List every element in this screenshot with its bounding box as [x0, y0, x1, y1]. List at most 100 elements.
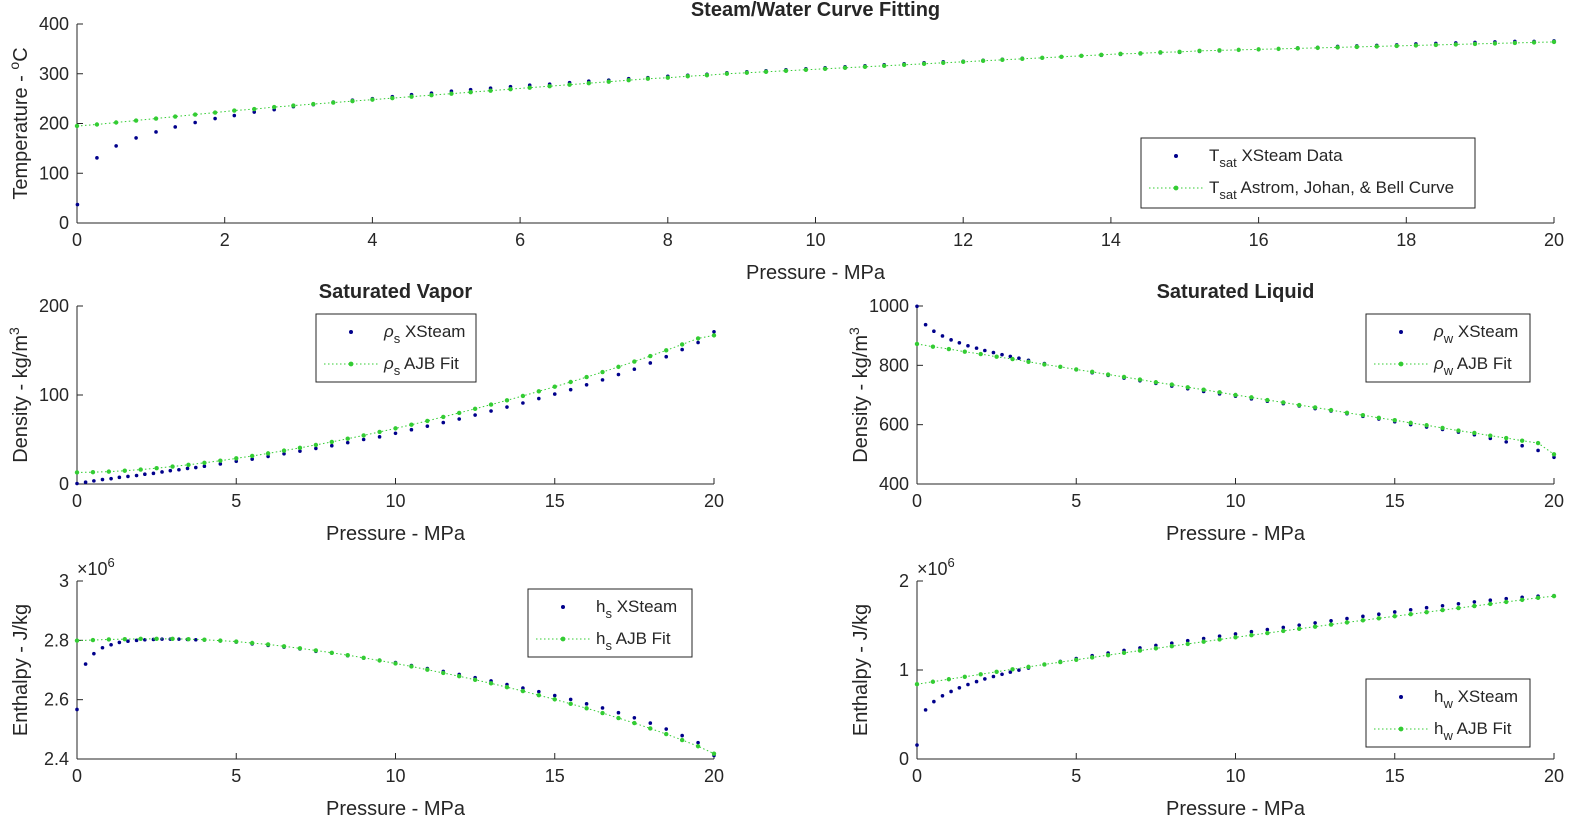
data-point [100, 645, 105, 650]
y-exponent-label: ×106 [77, 555, 115, 579]
x-tick-label: 15 [1385, 491, 1405, 511]
fit-curve-point [1217, 637, 1222, 642]
data-point [568, 697, 573, 702]
fit-curve-point [390, 95, 395, 101]
data-point [974, 679, 979, 684]
fit-curve-point [930, 679, 936, 684]
data-point [126, 474, 130, 479]
y-axis-label: Enthalpy - J/kg [850, 604, 872, 736]
data-point [696, 740, 700, 745]
data-point [1440, 603, 1445, 608]
fit-curve-point [1424, 423, 1429, 428]
fit-curve-point [616, 715, 621, 721]
data-point [537, 689, 541, 694]
fit-curve-point [1335, 45, 1340, 50]
legend-entry-symbol: T [1209, 178, 1219, 197]
x-tick-label: 20 [1544, 230, 1564, 250]
fit-curve-point [1488, 433, 1493, 438]
fit-curve-point [632, 359, 637, 364]
data-point [712, 330, 716, 334]
data-point [664, 727, 669, 731]
fit-curve-point [297, 646, 303, 651]
fit-curve-point [679, 342, 685, 347]
fit-curve-point [1233, 392, 1238, 398]
data-point [600, 378, 605, 382]
data-point [75, 202, 80, 207]
x-tick-label: 8 [663, 230, 673, 250]
fit-curve-point [1121, 374, 1127, 380]
data-point [648, 721, 653, 725]
x-tick-label: 0 [72, 230, 82, 250]
legend-box [1365, 678, 1531, 748]
x-tick-label: 2 [220, 230, 230, 250]
fit-curve-point [946, 346, 952, 352]
data-point [680, 347, 684, 352]
fit-curve-point [914, 682, 920, 687]
fit-curve-point [1312, 624, 1318, 629]
fit-curve-point [1121, 650, 1127, 656]
data-point [1408, 607, 1413, 612]
fit-curve-point [472, 406, 478, 411]
fit-curve-point [457, 410, 462, 416]
fit-curve-point [361, 433, 366, 438]
fit-curve-point [1201, 387, 1206, 392]
fit-curve-point [138, 636, 143, 642]
data-point [109, 476, 113, 481]
fit-curve-point [74, 470, 80, 475]
legend-entry: hs XSteam [596, 597, 677, 621]
fit-curve-point [1000, 57, 1005, 63]
fit-curve-point [186, 636, 191, 642]
data-point [923, 708, 928, 712]
y-exponent-label: ×106 [917, 555, 955, 579]
legend-entry: ρw XSteam [1433, 322, 1518, 346]
chart-0: 0 2 4 6 8 10 12 14 16 18 200100200300400Steam/Wate… [6, 0, 1564, 284]
legend-entry-text: XSteam [612, 597, 677, 616]
data-point [75, 707, 79, 712]
data-point [957, 686, 962, 690]
fit-curve-point [1297, 402, 1302, 408]
fit-curve-point [1413, 43, 1419, 48]
y-exponent-power: 6 [108, 555, 115, 570]
data-point [1329, 618, 1333, 623]
legend-entry: hw AJB Fit [1434, 719, 1512, 743]
data-point [521, 401, 525, 405]
fit-curve-line [916, 595, 1555, 685]
data-point [266, 454, 270, 459]
series-1 [74, 333, 717, 475]
fit-curve-point [941, 60, 946, 66]
fit-curve-point [803, 67, 809, 72]
fit-curve-point [441, 414, 446, 420]
fit-curve-point [552, 384, 557, 389]
fit-curve-point [1158, 50, 1163, 55]
x-tick-label: 14 [1101, 230, 1121, 250]
fit-curve-point [921, 61, 927, 66]
data-point [1201, 636, 1206, 641]
fit-curve-point [1256, 47, 1261, 52]
legend-entry-text: AJB Fit [612, 629, 671, 648]
fit-curve-point [154, 636, 159, 642]
fit-curve-point [1201, 639, 1206, 644]
legend-marker [1398, 726, 1404, 732]
data-point [473, 413, 477, 417]
x-tick-label: 0 [72, 766, 82, 786]
data-point [1472, 600, 1477, 604]
fit-curve-point [409, 94, 414, 99]
x-tick-label: 15 [545, 491, 565, 511]
fit-curve-point [472, 677, 478, 682]
y-tick-label: 600 [879, 415, 909, 435]
fit-curve-line [76, 41, 1555, 127]
fit-curve-point [1551, 593, 1557, 599]
data-point [537, 396, 541, 401]
fit-curve-point [711, 751, 717, 756]
fit-curve-point [1099, 52, 1104, 58]
fit-curve-point [1074, 367, 1079, 372]
fit-curve-point [1376, 616, 1382, 621]
fit-curve-point [1281, 400, 1286, 405]
fit-curve-point [1551, 452, 1557, 457]
y-tick-label: 200 [39, 114, 69, 134]
legend-entry: hw XSteam [1434, 687, 1518, 711]
fit-curve-point [568, 701, 573, 707]
legend-entry-sub: w [1443, 331, 1454, 346]
x-tick-label: 0 [72, 491, 82, 511]
fit-curve-point [962, 674, 967, 679]
